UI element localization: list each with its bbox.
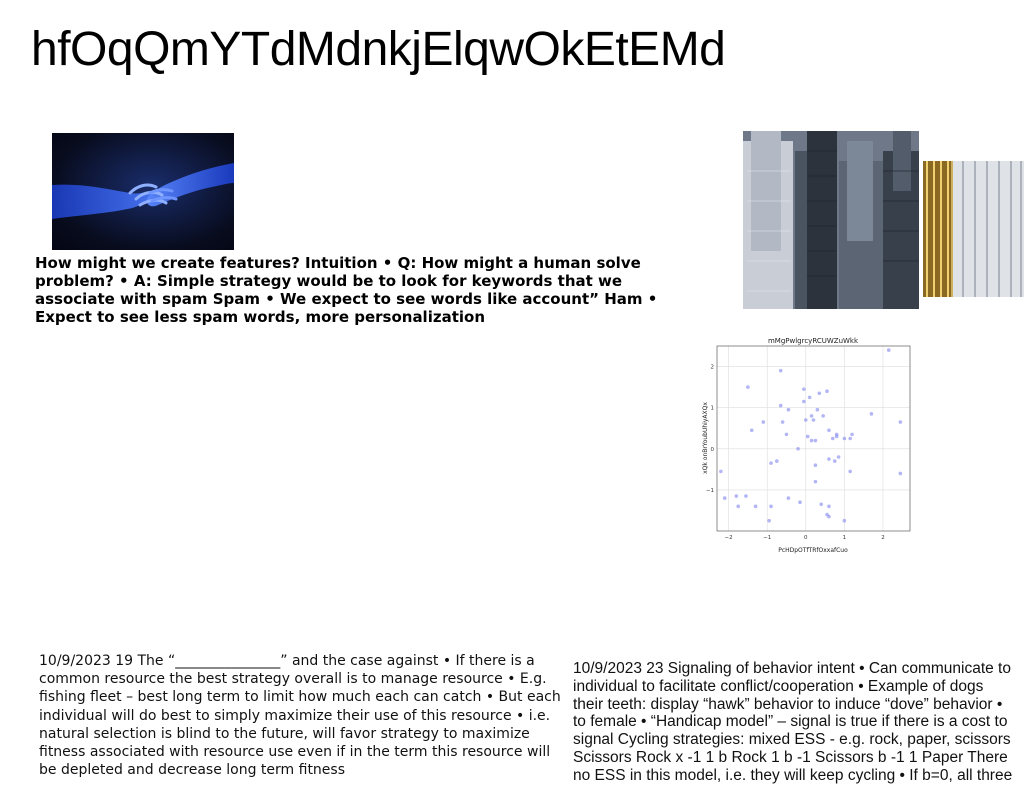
scatter-point	[761, 420, 766, 424]
scatter-point	[842, 436, 847, 441]
city-image	[743, 131, 919, 309]
scatter-point	[786, 407, 791, 412]
y-tick-label: 1	[711, 406, 715, 412]
scatter-point	[817, 391, 822, 396]
chart-grid	[717, 346, 910, 531]
right-note-line: individual to facilitate conflict/cooper…	[573, 677, 984, 695]
x-tick-label: −2	[725, 535, 733, 541]
scatter-point	[802, 387, 806, 391]
scatter-point	[746, 385, 750, 389]
scatter-point	[827, 457, 831, 461]
scatter-point	[827, 504, 831, 509]
scatter-svg: mMgPwlgrcyRCUWZuWkk −2 −1 0 1 2 −1 0 1 2 PcHDpOT…	[702, 337, 911, 554]
scatter-point	[836, 455, 841, 459]
scatter-point	[827, 514, 831, 519]
x-tick-label: −1	[763, 535, 771, 541]
scatter-point	[736, 504, 741, 509]
scatter-point	[784, 432, 789, 437]
tower-illustration	[923, 161, 1024, 297]
scatter-point	[798, 500, 802, 505]
x-tick-label: 0	[804, 535, 808, 541]
scatter-point	[807, 395, 812, 400]
scatter-point	[780, 420, 785, 424]
scatter-point	[786, 496, 791, 500]
scatter-point	[778, 403, 783, 408]
scatter-point	[869, 412, 874, 416]
scatter-point	[749, 428, 754, 433]
scatter-point	[850, 432, 854, 437]
scatter-point	[775, 459, 779, 463]
plot-frame	[716, 345, 911, 532]
left-slide-note: 10/9/2023 19 The “_______________” and t…	[39, 653, 561, 779]
y-tick-label: 2	[711, 365, 715, 371]
hands-illustration	[52, 163, 234, 219]
scatter-point	[753, 504, 758, 509]
scatter-point	[842, 518, 847, 523]
scatter-point	[813, 479, 818, 484]
right-note-line: Scissors Rock x -1 1 b Rock 1 b -1 Sciss…	[573, 748, 1008, 766]
tower-image	[923, 161, 1024, 297]
scatter-point	[719, 469, 723, 474]
scatter-point	[813, 463, 818, 468]
spam-features-text: How might we create features? Intuition …	[35, 254, 658, 326]
right-note-line: to female • “Handicap model” – signal is…	[573, 713, 1008, 731]
chart-ticks: −2 −1 0 1 2 −1 0 1 2	[706, 365, 885, 541]
scatter-point	[886, 348, 891, 352]
chart-ylabel: xQk onBrYoubUhiyAXQx	[702, 402, 709, 474]
chart-points	[719, 348, 903, 523]
scatter-point	[832, 459, 837, 463]
scatter-point	[848, 436, 852, 441]
scatter-point	[767, 518, 771, 523]
scatter-chart: mMgPwlgrcyRCUWZuWkk −2 −1 0 1 2 −1 0 1 2 PcHDpOT…	[700, 330, 920, 558]
right-note-line: 10/9/2023 23 Signaling of behavior inten…	[573, 660, 1011, 677]
y-tick-label: 0	[711, 447, 715, 453]
scatter-point	[813, 438, 818, 443]
scatter-point	[778, 368, 783, 373]
scatter-point	[821, 414, 825, 418]
scatter-point	[831, 436, 835, 441]
scatter-point	[769, 504, 773, 509]
scatter-point	[734, 494, 739, 498]
scatter-point	[827, 428, 831, 433]
scatter-point	[805, 434, 810, 439]
right-note-line: their teeth: display “hawk” behavior to …	[573, 695, 1003, 713]
scatter-point	[848, 469, 852, 474]
scatter-point	[811, 418, 816, 422]
page-title: hfOqQmYTdMdnkjElqwOkEtEMd	[31, 23, 726, 76]
scatter-point	[809, 438, 814, 443]
scatter-point	[744, 494, 748, 498]
chart-xlabel: PcHDpOTfTRfOxxafCuo	[778, 547, 848, 554]
scatter-point	[722, 496, 727, 500]
scatter-point	[819, 502, 824, 507]
scatter-point	[815, 407, 820, 412]
scatter-point	[898, 420, 903, 424]
scatter-point	[769, 461, 773, 465]
scatter-point	[809, 414, 814, 418]
scatter-point	[803, 418, 808, 422]
right-note-line: no ESS in this model, i.e. they will kee…	[573, 766, 1013, 784]
x-tick-label: 1	[843, 535, 847, 541]
chart-title: mMgPwlgrcyRCUWZuWkk	[768, 337, 859, 345]
hands-image	[52, 133, 234, 250]
city-illustration	[743, 131, 919, 309]
right-note-line: signal Cycling strategies: mixed ESS - e…	[573, 731, 1011, 749]
x-tick-label: 2	[881, 535, 885, 541]
scatter-point	[802, 399, 806, 404]
scatter-point	[834, 434, 839, 439]
scatter-point	[825, 389, 829, 394]
scatter-point	[796, 446, 800, 451]
right-slide-note: 10/9/2023 23 Signaling of behavior inten…	[573, 660, 1024, 785]
y-tick-label: −1	[706, 488, 714, 494]
scatter-point	[898, 471, 903, 476]
